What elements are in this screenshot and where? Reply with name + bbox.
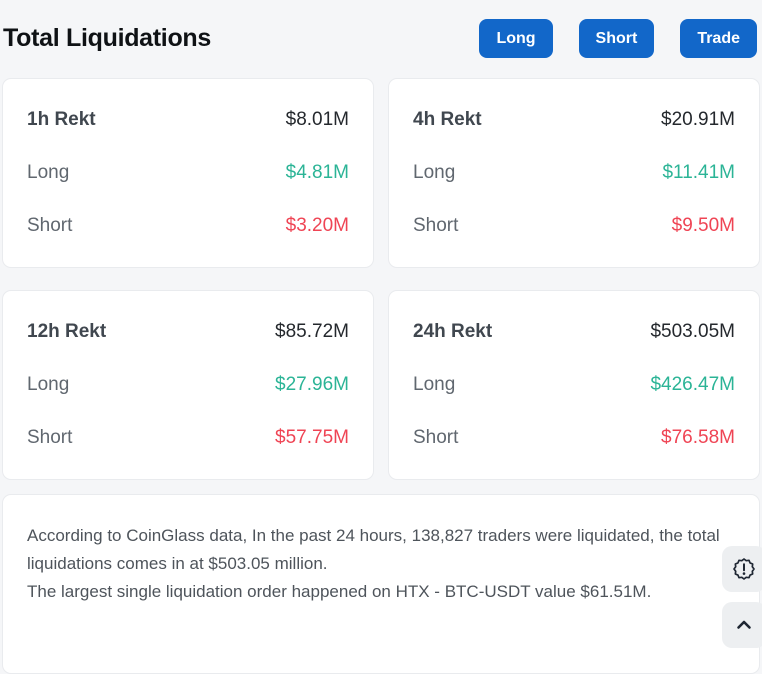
trade-button[interactable]: Trade [680,19,757,59]
long-label: Long [27,374,70,396]
total-value: $8.01M [285,109,349,131]
short-label: Short [413,215,459,237]
long-label: Long [27,162,70,184]
card-1h-rekt: 1h Rekt $8.01M Long $4.81M Short $3.20M [2,78,374,269]
chevron-up-icon [732,613,756,637]
short-button[interactable]: Short [578,19,655,59]
card-12h-rekt: 12h Rekt $85.72M Long $27.96M Short $57.… [2,290,374,481]
period-label: 4h Rekt [413,109,482,131]
short-label: Short [413,427,459,449]
card-title-row: 12h Rekt $85.72M [27,321,349,343]
long-label: Long [413,374,456,396]
long-button[interactable]: Long [479,19,553,59]
short-value: $3.20M [285,215,349,237]
card-title-row: 1h Rekt $8.01M [27,109,349,131]
short-row: Short $76.58M [413,427,735,449]
liquidation-cards-grid: 1h Rekt $8.01M Long $4.81M Short $3.20M … [2,78,760,481]
short-value: $9.50M [671,215,735,237]
total-value: $503.05M [650,321,735,343]
summary-line-1: According to CoinGlass data, In the past… [27,526,720,574]
short-row: Short $57.75M [27,427,349,449]
header-actions: Long Short Trade [479,19,757,59]
card-title-row: 4h Rekt $20.91M [413,109,735,131]
long-label: Long [413,162,456,184]
long-value: $4.81M [285,162,349,184]
card-24h-rekt: 24h Rekt $503.05M Long $426.47M Short $7… [388,290,760,481]
summary-line-2: The largest single liquidation order hap… [27,582,652,602]
card-title-row: 24h Rekt $503.05M [413,321,735,343]
long-value: $426.47M [650,374,735,396]
back-to-top-button[interactable] [722,602,762,648]
feedback-button[interactable] [722,546,762,592]
card-4h-rekt: 4h Rekt $20.91M Long $11.41M Short $9.50… [388,78,760,269]
summary-card: According to CoinGlass data, In the past… [2,494,760,674]
long-value: $11.41M [662,162,735,184]
page-title: Total Liquidations [3,24,212,53]
total-value: $20.91M [661,109,735,131]
long-row: Long $4.81M [27,162,349,184]
period-label: 12h Rekt [27,321,107,343]
badge-exclamation-icon [732,557,756,581]
long-value: $27.96M [275,374,349,396]
period-label: 24h Rekt [413,321,493,343]
short-row: Short $9.50M [413,215,735,237]
short-label: Short [27,215,73,237]
page-header: Total Liquidations Long Short Trade [0,0,762,59]
short-label: Short [27,427,73,449]
long-row: Long $27.96M [27,374,349,396]
long-row: Long $11.41M [413,162,735,184]
period-label: 1h Rekt [27,109,96,131]
long-row: Long $426.47M [413,374,735,396]
short-value: $76.58M [661,427,735,449]
short-value: $57.75M [275,427,349,449]
total-value: $85.72M [275,321,349,343]
short-row: Short $3.20M [27,215,349,237]
